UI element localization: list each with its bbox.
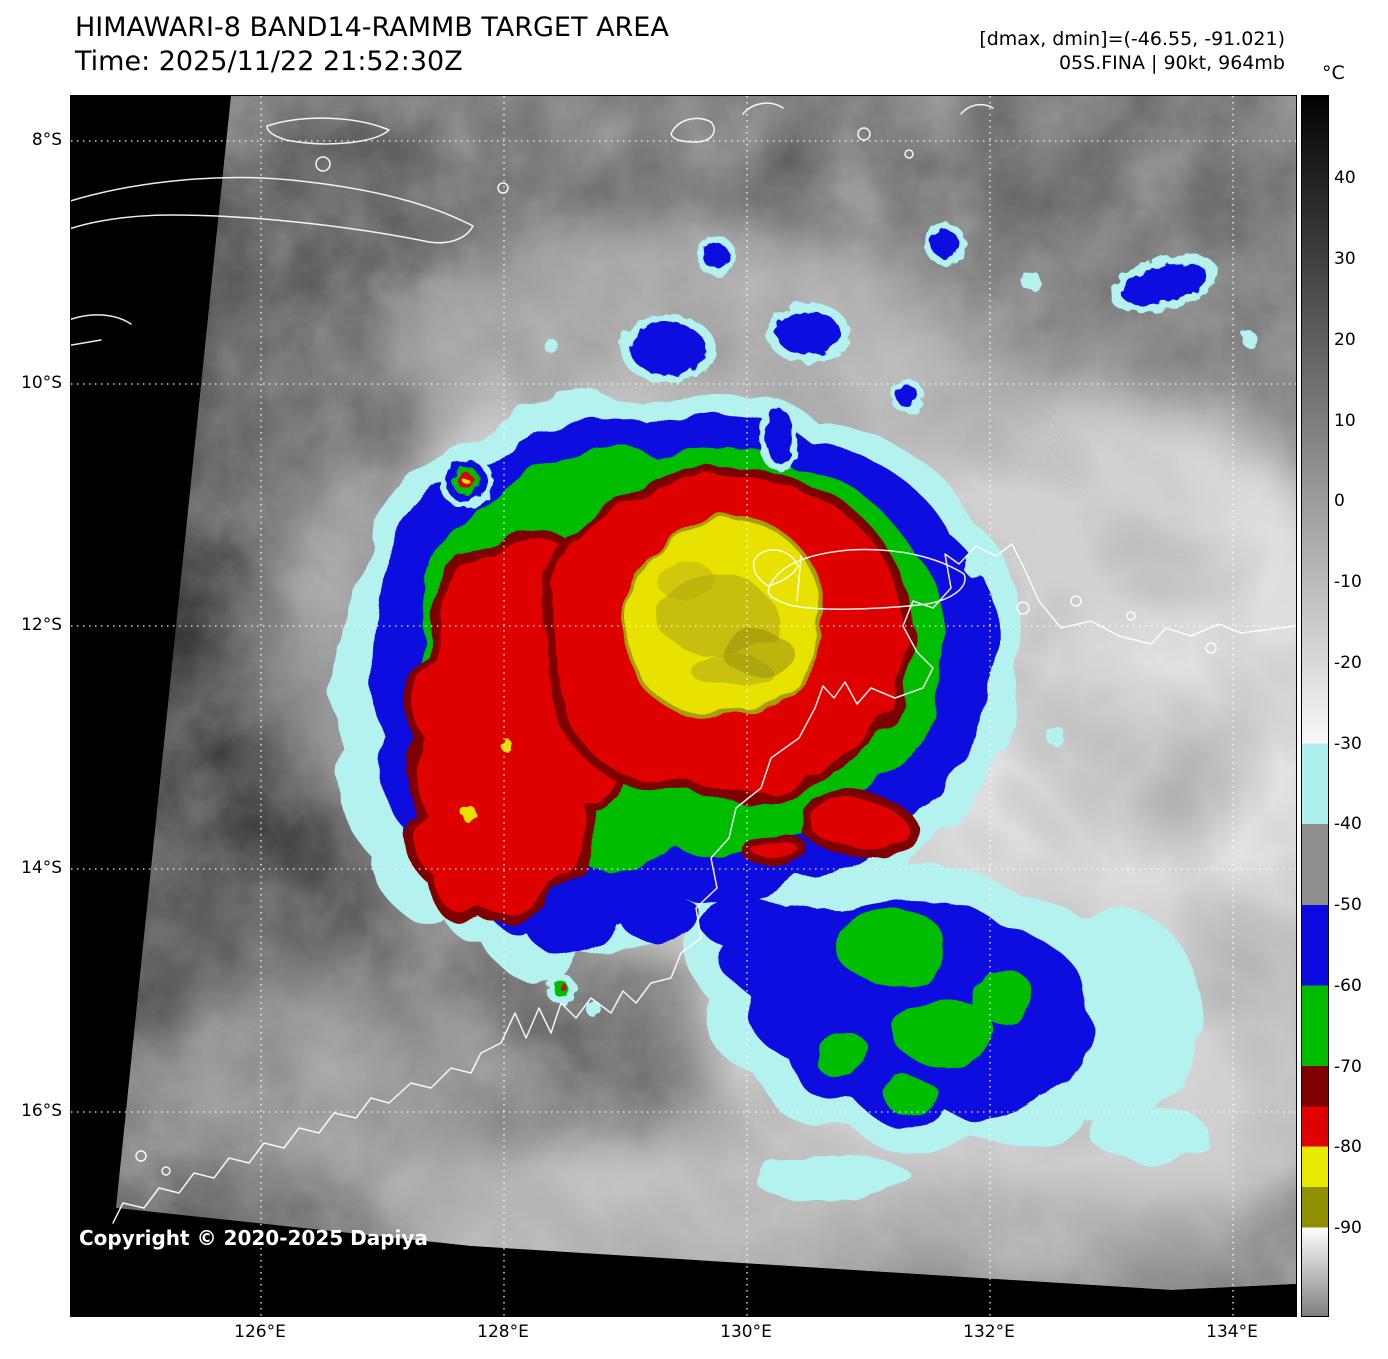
colorbar-tick-label: 40 <box>1334 168 1356 188</box>
page-title: HIMAWARI-8 BAND14-RAMMB TARGET AREA <box>75 12 669 43</box>
lon-tick-label: 134°E <box>1206 1322 1258 1342</box>
dmax-dmin-label: [dmax, dmin]=(-46.55, -91.021) <box>979 28 1285 50</box>
lon-tick-label: 130°E <box>720 1322 772 1342</box>
scattered-convection <box>439 223 1257 1017</box>
colorbar-tick-label: -40 <box>1334 814 1362 834</box>
lat-tick-label: 8°S <box>31 130 62 150</box>
cyclone-enhancement <box>333 392 1211 1196</box>
satellite-image <box>71 96 1296 1316</box>
lat-tick-label: 14°S <box>21 858 62 878</box>
ir-cloud-field <box>116 96 1296 1290</box>
colorbar-tick-label: 0 <box>1334 491 1345 511</box>
lat-tick-label: 16°S <box>21 1101 62 1121</box>
no-data-band <box>71 1204 1296 1316</box>
graticule-gridlines <box>71 96 1296 1316</box>
satellite-map: Copyright © 2020-2025 Dapiya <box>70 95 1297 1317</box>
lon-tick-label: 132°E <box>963 1322 1015 1342</box>
colorbar-unit-label: °C <box>1322 62 1345 84</box>
lat-tick-label: 10°S <box>21 373 62 393</box>
storm-info-label: 05S.FINA | 90kt, 964mb <box>1058 52 1285 74</box>
colorbar-tick-label: 30 <box>1334 249 1356 269</box>
colorbar-tick-label: -60 <box>1334 976 1362 996</box>
lat-tick-label: 12°S <box>21 615 62 635</box>
colorbar-tick-label: 20 <box>1334 330 1356 350</box>
colorbar-tick-label: -30 <box>1334 734 1362 754</box>
colorbar-labels: 40 30 20 10 0 -10 -20 -30 -40 -50 -60 -7… <box>1334 95 1388 1335</box>
colorbar-tick-label: -20 <box>1334 653 1362 673</box>
lon-tick-label: 128°E <box>477 1322 529 1342</box>
coastlines <box>71 102 1296 1224</box>
colorbar-tick-label: -90 <box>1334 1218 1362 1238</box>
colorbar-tick-label: -70 <box>1334 1057 1362 1077</box>
colorbar-tick-label: 10 <box>1334 411 1356 431</box>
colorbar-tick-label: -10 <box>1334 572 1362 592</box>
time-label: Time: 2025/11/22 21:52:30Z <box>75 46 463 77</box>
colorbar-tick-label: -50 <box>1334 895 1362 915</box>
colorbar-tick-label: -80 <box>1334 1137 1362 1157</box>
lon-tick-label: 126°E <box>234 1322 286 1342</box>
colorbar-gradient <box>1301 95 1329 1317</box>
copyright-label: Copyright © 2020-2025 Dapiya <box>79 1226 428 1250</box>
